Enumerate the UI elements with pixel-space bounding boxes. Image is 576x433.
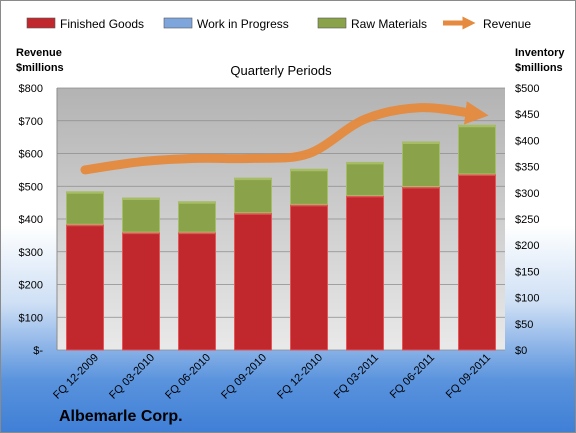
bar-finished-goods-3 [234,212,272,351]
legend-label-finished-goods: Finished Goods [60,17,144,31]
x-tick-label: FQ 03-2010 [107,352,157,402]
left-tick-label: $700 [19,116,43,128]
left-tick-label: $500 [19,181,43,193]
bar-finished-goods-0 [66,223,104,351]
bar-raw-materials-1 [122,197,160,233]
legend: Finished Goods Work in Progress Raw Materi… [26,16,531,31]
bar-raw-materials-7 [458,124,496,175]
right-tick-label: $450 [515,109,539,121]
right-tick-label: $150 [515,266,539,278]
left-axis-title-line1: Revenue [16,47,62,59]
left-tick-label: $100 [19,312,43,324]
right-tick-label: $100 [515,293,539,305]
legend-label-raw-materials: Raw Materials [351,17,427,31]
bar-raw-materials-2 [178,201,216,233]
bar-raw-materials-6 [402,141,440,188]
x-tick-label: FQ 09-2011 [444,352,493,401]
x-axis-ticks: FQ 12-2009 FQ 03-2010 FQ 06-2010 FQ 09-2010… [51,352,493,402]
bar-finished-goods-6 [402,186,440,351]
bar-raw-materials-0 [66,191,104,225]
bar-finished-goods-1 [122,231,160,351]
x-tick-label: FQ 12-2010 [275,352,325,402]
revenue-series [80,101,489,175]
x-tick-label: FQ 06-2011 [388,352,437,401]
left-tick-label: $800 [19,83,43,95]
right-tick-label: $500 [515,83,539,95]
right-tick-label: $200 [515,240,539,252]
x-tick-label: FQ 03-2011 [332,352,381,401]
right-tick-label: $400 [515,135,539,147]
legend-label-revenue: Revenue [483,17,531,31]
bars [66,124,496,351]
left-tick-label: $600 [19,149,43,161]
chart-title: Quarterly Periods [230,63,332,78]
legend-swatch-work-in-progress [163,17,193,29]
bar-raw-materials-3 [234,177,272,214]
revenue-line [80,101,489,175]
right-tick-label: $50 [515,319,533,331]
bar-raw-materials-4 [290,168,328,205]
left-tick-label: $400 [19,214,43,226]
bar-finished-goods-4 [290,203,328,351]
x-tick-label: FQ 12-2009 [51,352,101,402]
left-tick-label: $300 [19,247,43,259]
left-axis-title-line2: $millions [16,62,64,74]
left-tick-label: $- [33,345,43,357]
right-axis-title-line2: $millions [515,62,563,74]
left-axis-ticks: $- $100 $200 $300 $400 $500 $600 $700 $800 [19,83,44,357]
bar-finished-goods-2 [178,231,216,351]
right-tick-label: $0 [515,345,527,357]
x-tick-label: FQ 09-2010 [219,352,269,402]
right-tick-label: $350 [515,162,539,174]
legend-swatch-finished-goods [26,17,56,29]
legend-swatch-raw-materials [317,17,347,29]
right-tick-label: $300 [515,188,539,200]
right-axis-ticks: $0 $50 $100 $150 $200 $250 $300 $350 $400 $450 $50… [515,83,539,357]
right-tick-label: $250 [515,214,539,226]
left-tick-label: $200 [19,280,43,292]
bar-finished-goods-7 [458,173,496,351]
bar-finished-goods-5 [346,194,384,351]
bar-raw-materials-5 [346,161,384,196]
legend-label-work-in-progress: Work in Progress [197,17,289,31]
company-name: Albemarle Corp. [59,408,183,425]
x-tick-label: FQ 06-2010 [163,352,213,402]
right-axis-title-line1: Inventory [515,47,565,59]
